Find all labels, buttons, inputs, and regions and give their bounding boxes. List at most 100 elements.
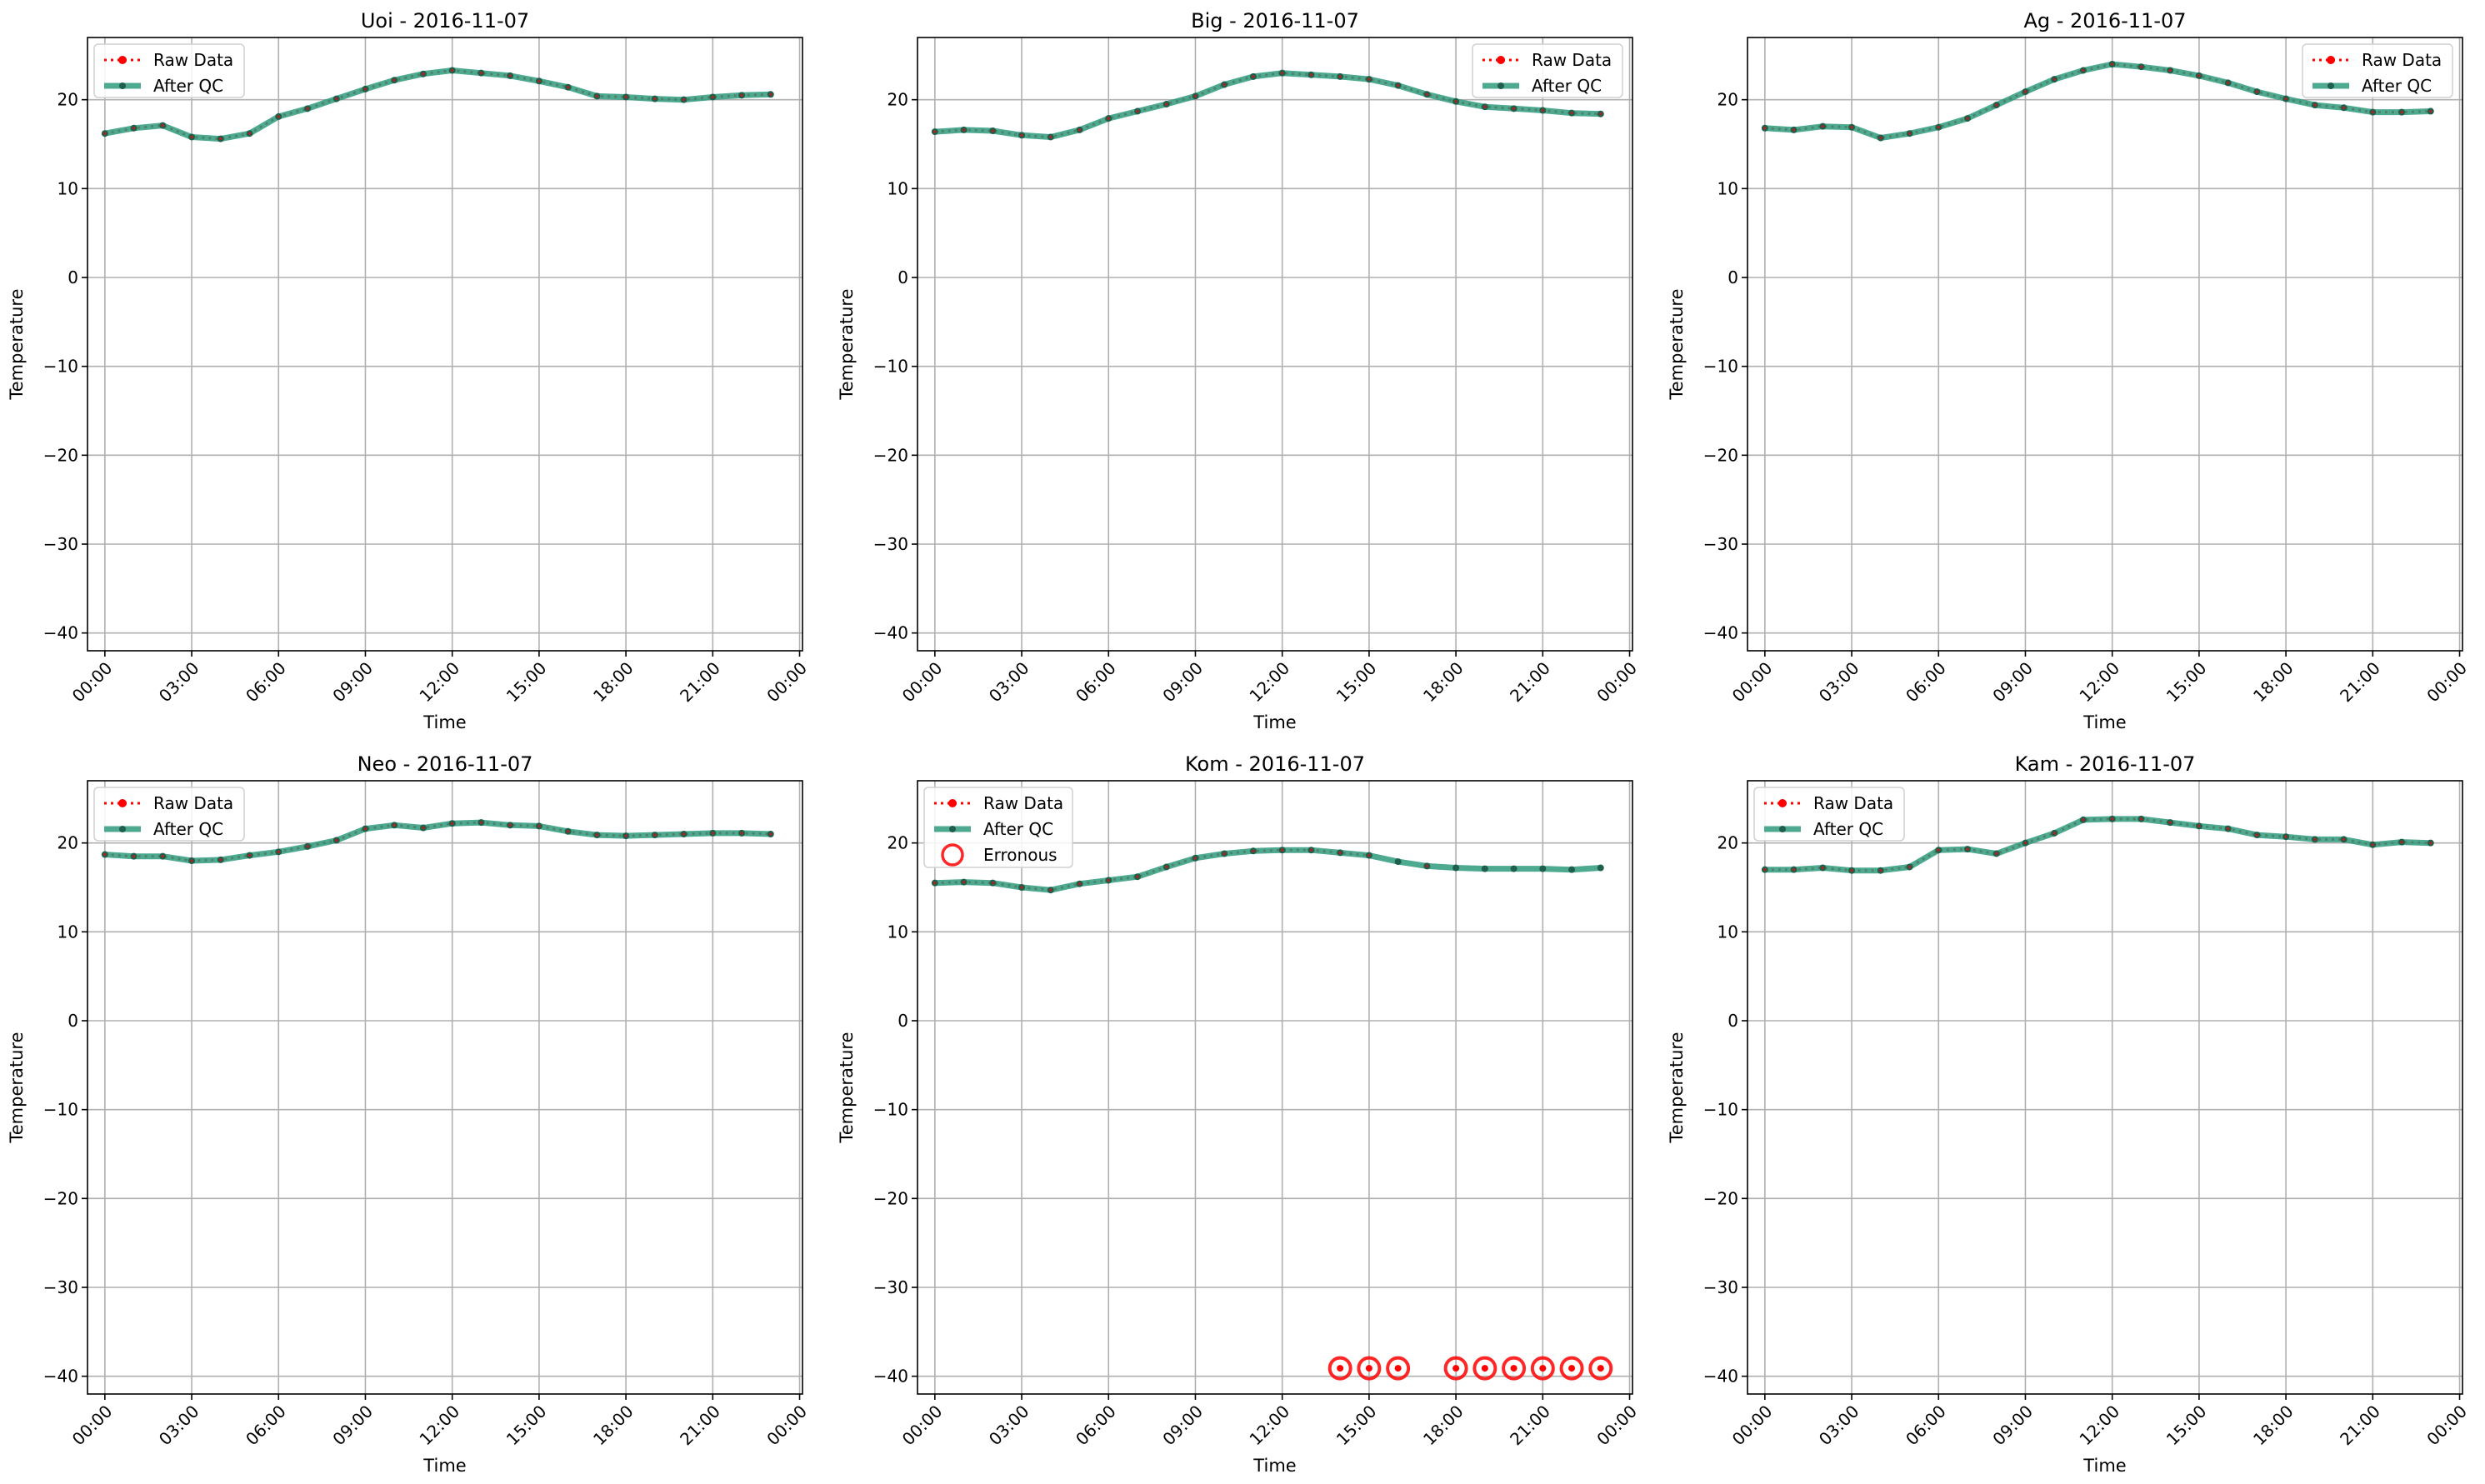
- raw-data-point: [103, 852, 107, 857]
- ytick-label: −20: [873, 1188, 908, 1208]
- raw-data-point: [962, 128, 966, 132]
- xtick-label: 12:00: [415, 1402, 463, 1450]
- axes-frame: [87, 780, 803, 1395]
- raw-data-point: [1164, 865, 1168, 869]
- raw-data-point: [2198, 74, 2201, 77]
- raw-data-point: [1368, 853, 1371, 857]
- raw-data-point: [306, 845, 309, 848]
- xtick-label: 00:00: [1592, 658, 1641, 707]
- after-qc-point: [1452, 864, 1460, 872]
- ytick-label: −10: [873, 1100, 908, 1120]
- chart-panel-6: −40 −30 −20 −10 0 10 20 00:00 03:00 06:00 09:00 12:…: [1667, 752, 2471, 1476]
- raw-data-point: [2052, 832, 2057, 835]
- raw-data-point: [1966, 847, 1969, 851]
- xtick-label: 09:00: [1158, 1402, 1207, 1450]
- xtick-label: 00:00: [1728, 1402, 1777, 1450]
- after-qc-line: [104, 67, 771, 142]
- ytick-label: −20: [43, 445, 78, 465]
- raw-data-point: [1193, 857, 1198, 860]
- after-qc-point: [1394, 858, 1402, 866]
- erroneous-marker: [1502, 1356, 1527, 1381]
- raw-data-point: [2313, 103, 2317, 107]
- raw-data-point: [2400, 840, 2403, 844]
- ytick-label: −10: [43, 357, 78, 377]
- raw-data-outlier-point: [1337, 1365, 1344, 1372]
- xtick-label: 21:00: [2336, 1402, 2384, 1450]
- raw-data-outlier-point: [1597, 1365, 1604, 1372]
- chart-panel-2: −40 −30 −20 −10 0 10 20 00:00 03:00 06:00 09:00 12:…: [837, 9, 1641, 732]
- raw-data-point: [1020, 886, 1023, 889]
- xtick-label: 18:00: [1419, 658, 1468, 707]
- ytick-label: −40: [1703, 1367, 1738, 1387]
- raw-data-point: [132, 854, 136, 858]
- ytick-label: −30: [43, 534, 78, 554]
- ytick-label: 20: [58, 833, 78, 853]
- xtick-label: 00:00: [762, 658, 811, 707]
- legend-label: After QC: [153, 819, 223, 839]
- xtick-label: 12:00: [415, 658, 463, 707]
- raw-data-point: [1048, 888, 1052, 892]
- xtick-label: 21:00: [2336, 658, 2384, 707]
- y-axis-label: Temperature: [1667, 1032, 1687, 1143]
- ytick-label: −30: [873, 1277, 908, 1297]
- ytick-label: −20: [1703, 1188, 1738, 1208]
- xtick-label: 15:00: [2162, 658, 2211, 707]
- xtick-label: 15:00: [502, 658, 551, 707]
- chart-panel-4: −40 −30 −20 −10 0 10 20 00:00 03:00 06:00 09:00 12:…: [7, 752, 811, 1476]
- raw-data-point: [422, 72, 425, 76]
- raw-data-point: [711, 832, 715, 835]
- legend-label: After QC: [2362, 76, 2432, 96]
- xtick-label: 09:00: [1988, 658, 2037, 707]
- legend-raw-marker: [1497, 56, 1505, 64]
- xtick-label: 12:00: [2075, 1402, 2123, 1450]
- raw-data-point: [595, 833, 599, 837]
- legend-label: Erronous: [983, 845, 1058, 865]
- raw-data-point: [1252, 849, 1255, 853]
- erroneous-marker: [1559, 1356, 1584, 1381]
- ytick-label: −40: [1703, 623, 1738, 643]
- legend-raw-marker: [948, 799, 957, 807]
- xtick-label: 12:00: [1245, 1402, 1293, 1450]
- raw-data-point: [1280, 848, 1284, 852]
- legend-label: After QC: [1813, 819, 1883, 839]
- ytick-label: −10: [1703, 357, 1738, 377]
- xtick-label: 03:00: [155, 658, 203, 707]
- ytick-label: −30: [43, 1277, 78, 1297]
- ytick-label: 0: [1728, 1011, 1738, 1031]
- raw-data-point: [653, 97, 657, 101]
- raw-data-point: [2082, 68, 2085, 72]
- raw-data-point: [2226, 81, 2230, 85]
- ytick-label: −10: [1703, 1100, 1738, 1120]
- raw-data-point: [450, 68, 454, 72]
- legend-qc-marker: [119, 826, 126, 832]
- raw-data-point: [1136, 875, 1139, 878]
- raw-data-point: [479, 821, 483, 824]
- erroneous-marker: [1328, 1356, 1352, 1381]
- xtick-label: 03:00: [1815, 1402, 1863, 1450]
- raw-data-point: [2428, 841, 2432, 845]
- ytick-label: 20: [1718, 833, 1738, 853]
- raw-data-point: [1821, 124, 1825, 128]
- legend-label: Raw Data: [2362, 50, 2442, 70]
- raw-data-point: [2428, 109, 2432, 113]
- legend-label: After QC: [153, 76, 223, 96]
- axes-frame: [917, 37, 1633, 652]
- raw-data-point: [768, 832, 772, 836]
- raw-data-point: [1792, 867, 1796, 872]
- raw-data-point: [962, 880, 966, 884]
- raw-data-point: [2052, 77, 2057, 81]
- raw-data-point: [711, 95, 715, 99]
- chart-panel-5: −40 −30 −20 −10 0 10 20 00:00 03:00 06:00 09:00 12:…: [837, 752, 1641, 1476]
- after-qc-line: [934, 847, 1602, 893]
- xtick-label: 06:00: [1902, 1402, 1950, 1450]
- after-qc-point: [1568, 866, 1576, 873]
- after-qc-line: [934, 70, 1601, 140]
- raw-data-point: [1078, 882, 1082, 886]
- raw-data-point: [538, 79, 541, 83]
- xtick-label: 00:00: [762, 1402, 811, 1450]
- ytick-label: −40: [43, 623, 78, 643]
- xtick-label: 12:00: [1245, 658, 1293, 707]
- xtick-label: 00:00: [68, 658, 117, 707]
- raw-data-point: [1937, 125, 1941, 129]
- raw-data-point: [2110, 817, 2114, 821]
